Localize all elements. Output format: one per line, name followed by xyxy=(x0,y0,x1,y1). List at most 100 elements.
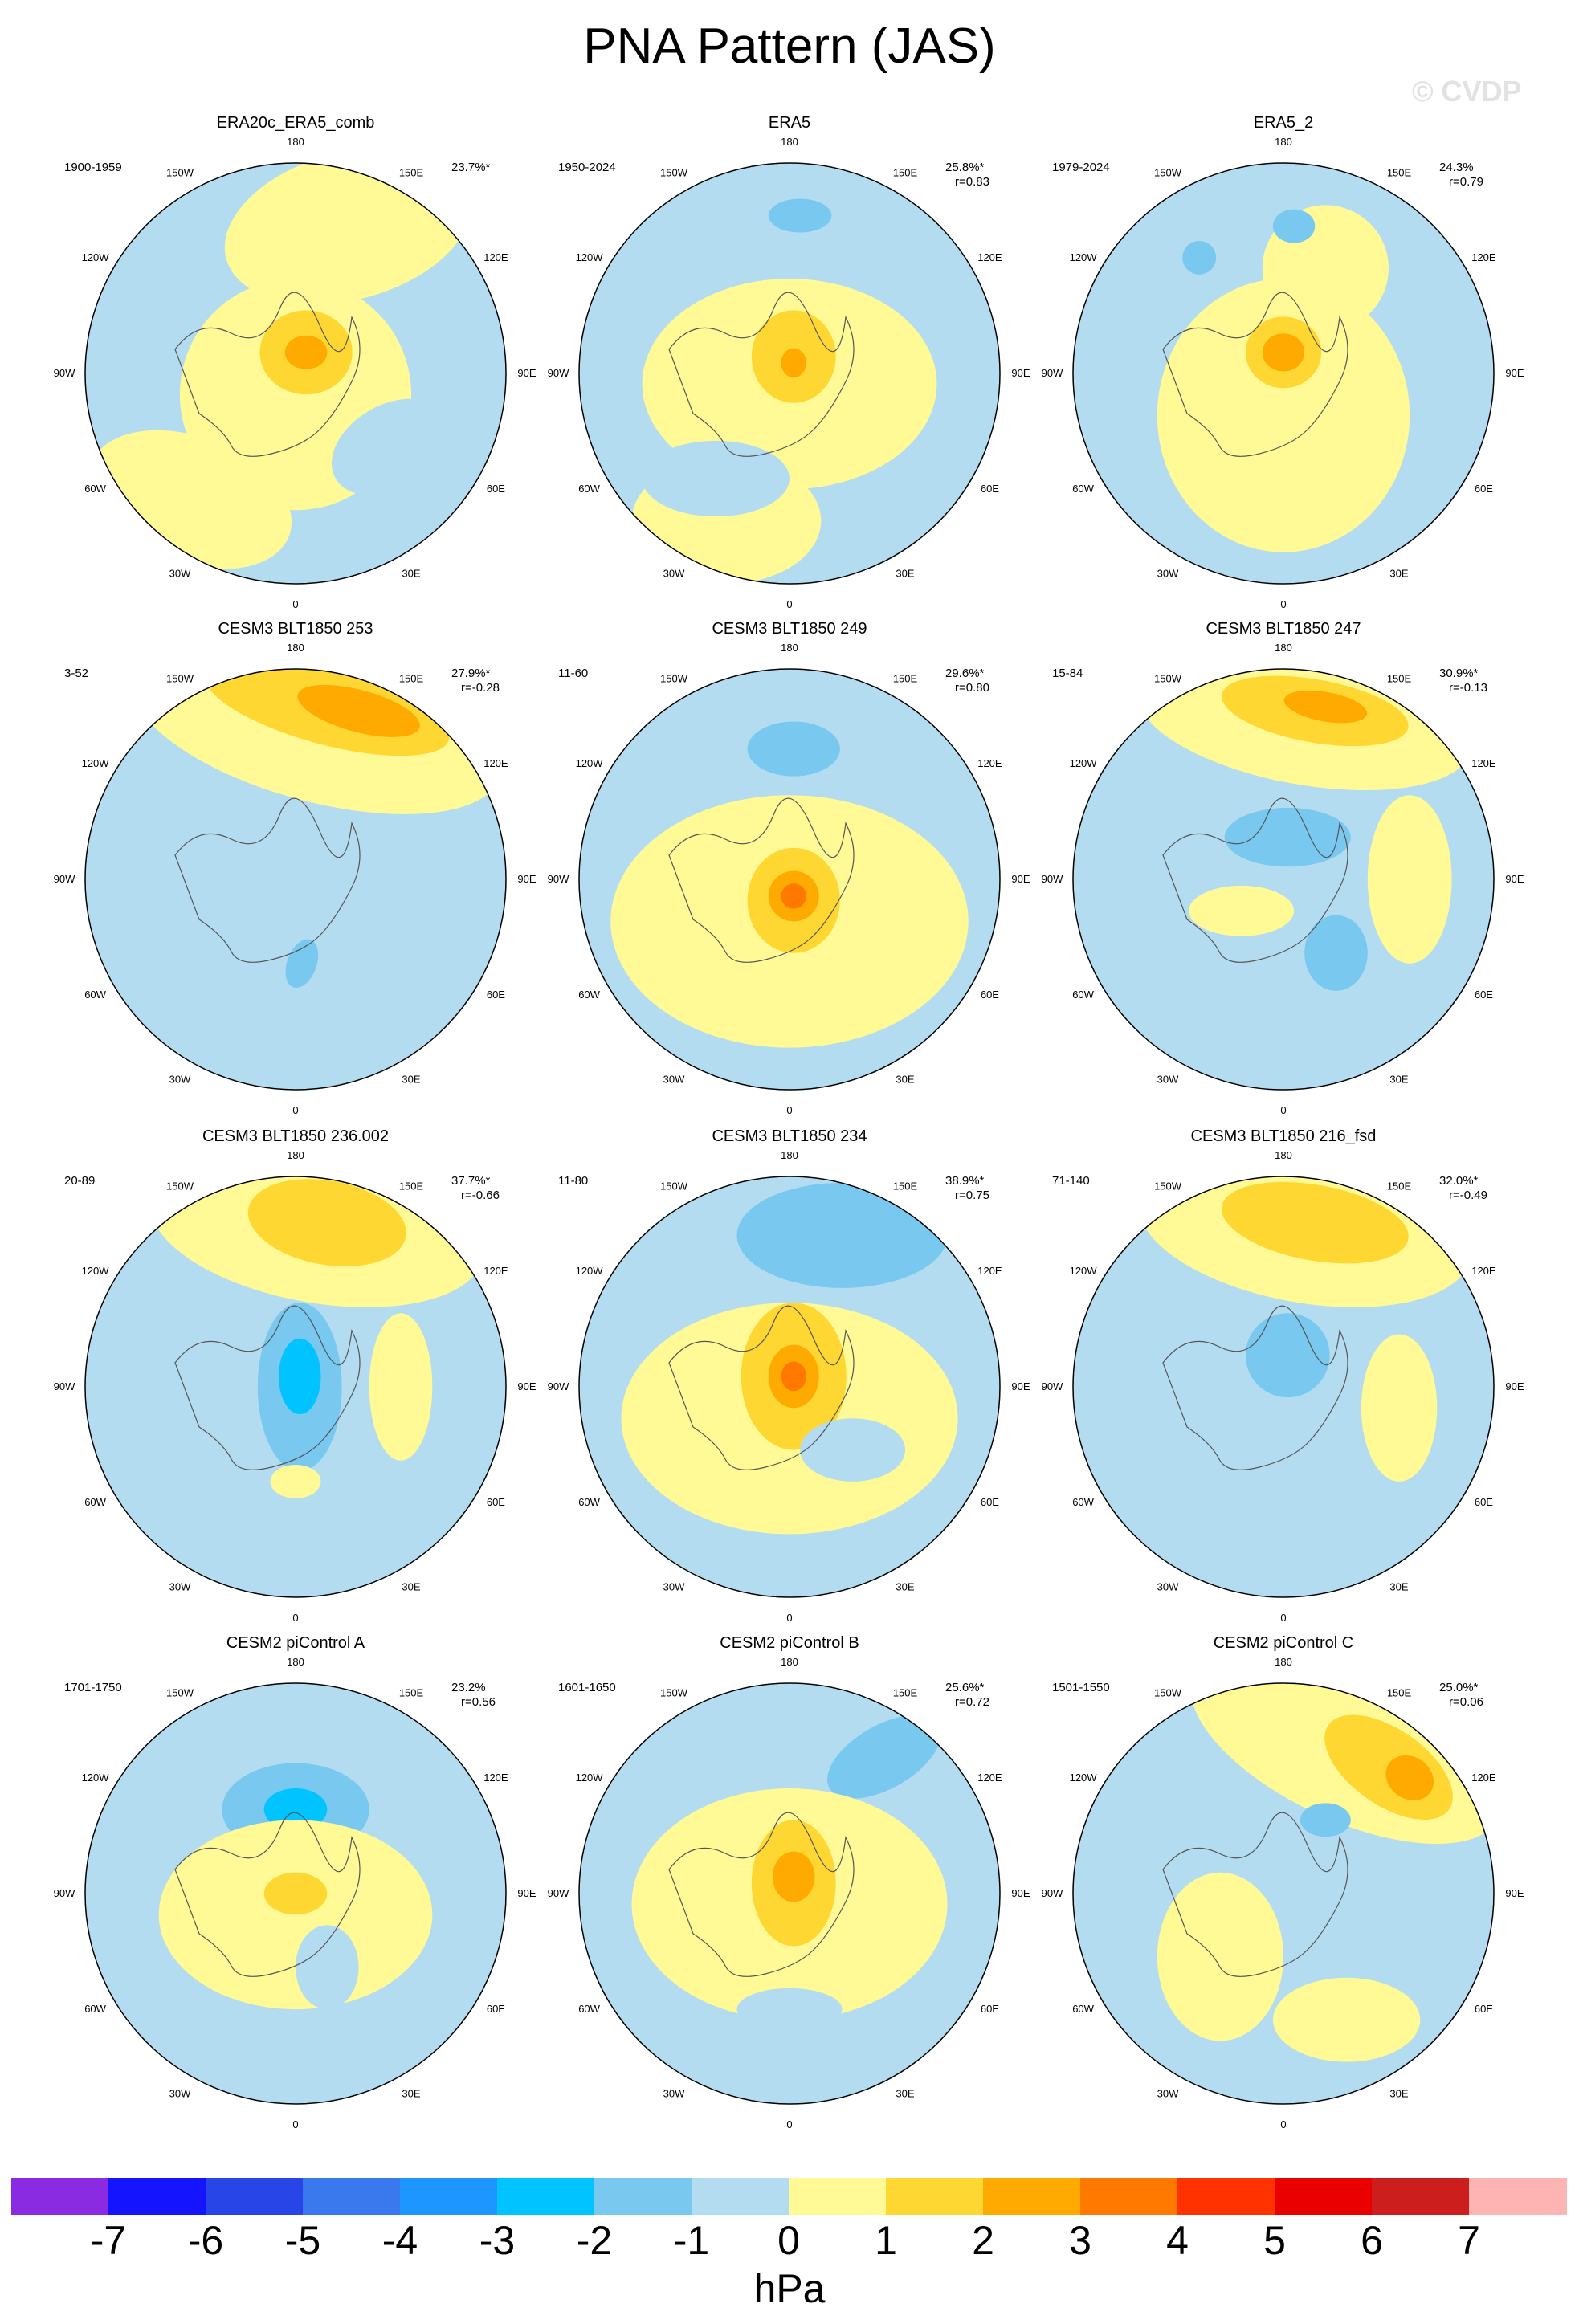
pattern-correlation: r=0.56 xyxy=(461,1695,496,1709)
colorbar-segment xyxy=(303,2178,401,2215)
colorbar-tick-label: 3 xyxy=(1069,2218,1091,2263)
longitude-label: 60E xyxy=(487,1496,505,1508)
contour-shade xyxy=(1157,1872,1283,2041)
colorbar-segment xyxy=(108,2178,206,2215)
longitude-label: 60W xyxy=(84,483,106,495)
map-border xyxy=(1072,1176,1495,1598)
coastline xyxy=(174,1305,361,1470)
colorbar-segment xyxy=(1177,2178,1275,2215)
panel-title: ERA20c_ERA5_comb xyxy=(216,114,375,132)
panel-years: 20-89 xyxy=(64,1174,96,1188)
polar-map: 180 150E 120E 90E 60E 30E 0 30W 60W 90W 120W 150W xyxy=(54,1149,537,1624)
pattern-variance: 25.8%* xyxy=(945,161,985,174)
panel-title: CESM3 BLT1850 234 xyxy=(712,1127,867,1145)
watermark: © CVDP xyxy=(1412,75,1522,108)
longitude-label: 30E xyxy=(1389,2087,1408,2099)
longitude-label: 150W xyxy=(1154,1180,1182,1193)
map-border xyxy=(84,1176,507,1598)
coastline xyxy=(174,292,361,457)
colorbar-tick-label: 7 xyxy=(1458,2218,1480,2263)
panel-title: ERA5 xyxy=(768,114,811,132)
longitude-label: 150W xyxy=(1154,1687,1182,1699)
longitude-label: 90W xyxy=(1042,367,1063,379)
longitude-label: 90W xyxy=(548,367,569,379)
panel-stats: 30.9%* r=-0.13 xyxy=(1439,667,1487,695)
contour-shade xyxy=(773,1851,815,1902)
colorbar-tick-label: 1 xyxy=(875,2218,897,2263)
panel-stats: 38.9%* r=0.75 xyxy=(945,1174,989,1203)
colorbar xyxy=(11,2178,1567,2215)
panel-stats: 32.0%* r=-0.49 xyxy=(1439,1174,1487,1203)
pattern-correlation: r=-0.66 xyxy=(461,1189,500,1202)
longitude-label: 120W xyxy=(1070,1772,1098,1784)
longitude-label: 60W xyxy=(1072,1496,1094,1508)
map-panel: CESM3 BLT1850 216_fsd 71-140 32.0%* r=-0.49… xyxy=(1034,1126,1532,1624)
longitude-label: 60E xyxy=(981,483,999,495)
longitude-label: 90W xyxy=(548,1887,569,1899)
longitude-label: 150W xyxy=(660,673,688,685)
longitude-label: 90W xyxy=(548,1380,569,1392)
longitude-label: 150W xyxy=(1154,167,1182,179)
pattern-correlation: r=0.83 xyxy=(955,175,989,189)
contour-shade xyxy=(369,1313,433,1461)
coastline xyxy=(668,1812,855,1977)
longitude-label: 90W xyxy=(54,873,75,885)
pattern-variance: 29.6%* xyxy=(945,667,985,680)
longitude-label: 120W xyxy=(576,757,604,769)
longitude-label: 90W xyxy=(1042,873,1063,885)
longitude-label: 0 xyxy=(292,1612,298,1624)
longitude-label: 180 xyxy=(1275,136,1292,148)
longitude-label: 90E xyxy=(1505,1380,1524,1392)
longitude-label: 90E xyxy=(1505,873,1524,885)
polar-map: 180 150E 120E 90E 60E 30E 0 30W 60W 90W 120W 150W xyxy=(548,136,1030,610)
contour-shade xyxy=(781,348,806,378)
longitude-label: 30W xyxy=(169,2087,191,2099)
contour-shade xyxy=(297,684,420,737)
longitude-label: 150W xyxy=(166,167,194,179)
longitude-label: 150W xyxy=(660,167,688,179)
longitude-label: 30E xyxy=(896,1580,914,1592)
longitude-label: 60W xyxy=(1072,2003,1094,2015)
contour-shade xyxy=(247,1179,406,1267)
longitude-label: 0 xyxy=(1280,1104,1286,1116)
map-panel: CESM2 piControl C 1501-1550 25.0%* r=0.06 18… xyxy=(1034,1633,1532,2130)
colorbar-units: hPa xyxy=(753,2266,826,2311)
coastline xyxy=(668,1305,855,1470)
pattern-correlation: r=-0.49 xyxy=(1449,1189,1487,1202)
longitude-label: 120W xyxy=(576,1265,604,1277)
contour-shade xyxy=(331,398,449,495)
longitude-label: 120E xyxy=(483,1772,508,1784)
longitude-label: 30W xyxy=(1157,1073,1179,1085)
colorbar-tick-label: 2 xyxy=(972,2218,994,2263)
colorbar-tick-label: 6 xyxy=(1361,2218,1383,2263)
contour-shade xyxy=(158,1820,433,2010)
contour-shade xyxy=(1182,240,1217,275)
pattern-variance: 25.6%* xyxy=(945,1681,985,1694)
longitude-label: 150W xyxy=(660,1180,688,1193)
polar-map: 180 150E 120E 90E 60E 30E 0 30W 60W 90W 120W 150W xyxy=(54,642,537,1116)
map-panel: CESM3 BLT1850 247 15-84 30.9%* r=-0.13 180 15… xyxy=(1034,618,1532,1116)
contour-shade xyxy=(1189,885,1295,936)
coastline xyxy=(1162,1305,1348,1470)
contour-shade xyxy=(1385,1755,1434,1800)
panel-title: ERA5_2 xyxy=(1253,114,1314,132)
longitude-label: 150W xyxy=(660,1687,688,1699)
longitude-label: 120W xyxy=(1070,251,1098,263)
contour-shade xyxy=(1245,1313,1330,1398)
longitude-label: 180 xyxy=(287,1656,304,1668)
panel-stats: 25.8%* r=0.83 xyxy=(945,161,989,190)
longitude-label: 150W xyxy=(166,1180,194,1193)
longitude-label: 0 xyxy=(292,598,298,610)
longitude-label: 180 xyxy=(1275,642,1292,654)
colorbar-segment xyxy=(886,2178,984,2215)
longitude-label: 60E xyxy=(1475,2003,1493,2015)
longitude-label: 30E xyxy=(402,1073,420,1085)
colorbar-tick-label: -3 xyxy=(479,2218,516,2263)
panel-title: CESM2 piControl A xyxy=(226,1634,365,1652)
longitude-label: 150E xyxy=(399,1180,424,1193)
longitude-label: 60E xyxy=(487,483,505,495)
polar-map: 180 150E 120E 90E 60E 30E 0 30W 60W 90W 120W 150W xyxy=(1042,642,1524,1116)
colorbar-tick-label: 5 xyxy=(1263,2218,1286,2263)
longitude-label: 30W xyxy=(663,2087,685,2099)
panel-years: 1701-1750 xyxy=(64,1681,122,1694)
